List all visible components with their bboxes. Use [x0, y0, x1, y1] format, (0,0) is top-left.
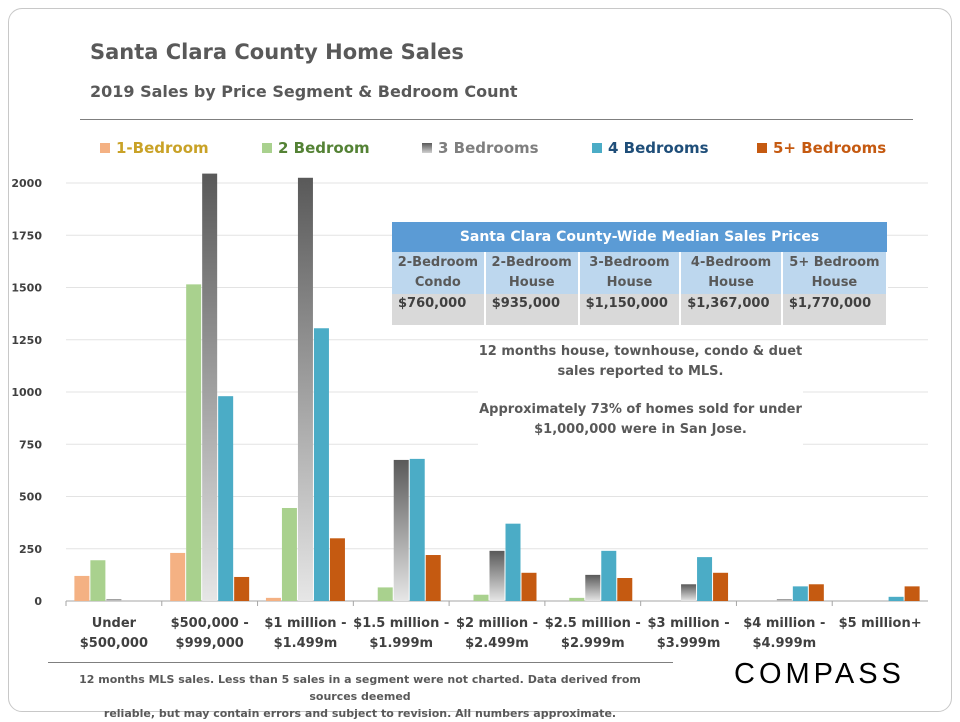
bar-3-bedrooms: [106, 599, 122, 601]
x-tick-label: $1.999m: [369, 636, 433, 651]
compass-logo: COMPASS: [734, 658, 905, 690]
bar-4-bedrooms: [218, 396, 234, 601]
legend-swatch: [757, 143, 767, 153]
bar-3-bedrooms: [776, 599, 792, 601]
table-value-cell: $935,000: [484, 294, 580, 325]
bar-3-bedrooms: [202, 173, 218, 601]
bar-3-bedrooms: [585, 574, 601, 601]
legend-label: 1-Bedroom: [116, 139, 209, 157]
x-tick-label: $4.999m: [752, 636, 816, 651]
table-value-cell: $1,150,000: [578, 294, 682, 325]
bar-4-bedrooms: [409, 458, 425, 601]
x-tick-label: $2 million -: [456, 616, 538, 631]
bar-4-bedrooms: [888, 596, 904, 601]
bar-1-bedroom: [265, 597, 281, 601]
bar-4-bedrooms: [697, 557, 713, 601]
legend-label: 2 Bedroom: [278, 139, 370, 157]
y-tick-label: 2000: [11, 177, 42, 190]
y-tick-label: 1000: [11, 386, 42, 399]
y-tick-label: 250: [19, 543, 42, 556]
y-tick-label: 750: [19, 438, 42, 451]
footer-divider: [48, 662, 673, 663]
bar-5-bedrooms: [808, 584, 824, 601]
legend-item: 1-Bedroom: [100, 139, 209, 157]
bar-3-bedrooms: [489, 550, 505, 601]
y-tick-label: 1250: [11, 334, 42, 347]
bar-4-bedrooms: [505, 523, 521, 601]
x-tick-label: $500,000 -: [171, 616, 249, 631]
y-tick-label: 1750: [11, 229, 42, 242]
x-tick-label: $2.499m: [465, 636, 529, 651]
bar-4-bedrooms: [601, 550, 617, 601]
bar-2-bedroom: [377, 587, 393, 601]
bar-5-bedrooms: [904, 586, 920, 601]
bar-4-bedrooms: [792, 586, 808, 601]
bar-2-bedroom: [473, 594, 489, 601]
bar-5-bedrooms: [234, 576, 250, 601]
legend-item: 3 Bedrooms: [422, 139, 539, 157]
legend-swatch: [422, 143, 432, 153]
x-tick-label: $2.5 million -: [545, 616, 641, 631]
x-tick-label: $2.999m: [561, 636, 625, 651]
bar-1-bedroom: [74, 575, 90, 601]
x-tick-label: $1 million -: [264, 616, 346, 631]
bar-1-bedroom: [170, 552, 186, 601]
table-header-cell: 5+ Bedroom House: [781, 252, 889, 294]
title-divider: [80, 119, 913, 120]
bar-2-bedroom: [569, 597, 585, 601]
y-tick-label: 0: [34, 595, 42, 608]
x-tick-label: $3.999m: [657, 636, 721, 651]
bar-3-bedrooms: [681, 584, 697, 601]
chart-title: Santa Clara County Home Sales: [90, 40, 464, 64]
bar-5-bedrooms: [617, 578, 633, 601]
table-header-cell: 2-Bedroom House: [484, 252, 580, 294]
annotation-line: Approximately 73% of homes sold for unde…: [479, 402, 802, 437]
bar-2-bedroom: [186, 284, 202, 601]
x-tick-label: $3 million -: [648, 616, 730, 631]
bar-5-bedrooms: [425, 555, 441, 601]
y-tick-label: 500: [19, 491, 42, 504]
x-tick-label: Under: [92, 616, 137, 631]
x-tick-label: $999,000: [176, 636, 244, 651]
footer-disclaimer: 12 months MLS sales. Less than 5 sales i…: [79, 673, 641, 720]
x-tick-label: $5 million+: [839, 616, 922, 631]
table-title: Santa Clara County-Wide Median Sales Pri…: [392, 222, 887, 252]
legend-label: 4 Bedrooms: [608, 139, 709, 157]
table-header-cell: 3-Bedroom House: [578, 252, 682, 294]
x-tick-label: $500,000: [80, 636, 148, 651]
legend-label: 5+ Bedrooms: [773, 139, 887, 157]
legend-item: 4 Bedrooms: [592, 139, 709, 157]
bar-5-bedrooms: [713, 572, 729, 601]
x-tick-label: $4 million -: [743, 616, 825, 631]
bar-5-bedrooms: [521, 572, 537, 601]
table-header-cell: 2-Bedroom Condo: [392, 252, 486, 294]
annotation-line: 12 months house, townhouse, condo & duet…: [478, 344, 803, 379]
legend-swatch: [262, 143, 272, 153]
table-value-cell: $1,367,000: [680, 294, 783, 325]
slide-frame: [8, 8, 952, 712]
legend-item: 2 Bedroom: [262, 139, 370, 157]
bar-4-bedrooms: [313, 328, 329, 601]
table-value-cell: $760,000: [392, 294, 486, 325]
annotation-box: 12 months house, townhouse, condo & duet…: [478, 342, 803, 458]
table-header-cell: 4-Bedroom House: [680, 252, 783, 294]
table-value-cell: $1,770,000: [781, 294, 889, 325]
chart-subtitle: 2019 Sales by Price Segment & Bedroom Co…: [90, 82, 518, 101]
bar-3-bedrooms: [297, 177, 313, 601]
bar-2-bedroom: [90, 560, 106, 601]
median-prices-table: Santa Clara County-Wide Median Sales Pri…: [392, 222, 889, 325]
x-tick-label: $1.5 million -: [353, 616, 449, 631]
legend-swatch: [592, 143, 602, 153]
bar-3-bedrooms: [393, 459, 409, 601]
legend-swatch: [100, 143, 110, 153]
y-tick-label: 1500: [11, 282, 42, 295]
legend-label: 3 Bedrooms: [438, 139, 539, 157]
legend-item: 5+ Bedrooms: [757, 139, 886, 157]
bar-5-bedrooms: [329, 538, 345, 601]
x-tick-label: $1.499m: [274, 636, 338, 651]
bar-2-bedroom: [281, 507, 297, 601]
